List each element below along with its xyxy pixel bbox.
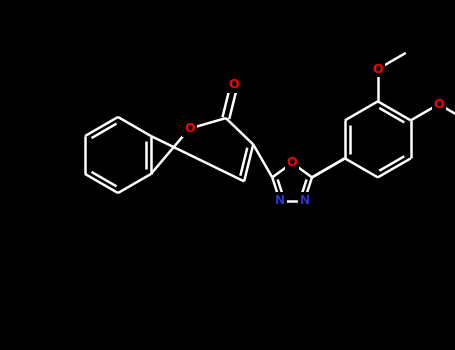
Text: O: O xyxy=(287,156,298,169)
Text: O: O xyxy=(184,122,195,135)
Text: O: O xyxy=(433,98,444,111)
Text: O: O xyxy=(373,63,383,76)
Text: N: N xyxy=(275,194,285,207)
Text: O: O xyxy=(229,78,239,91)
Text: N: N xyxy=(299,194,309,207)
